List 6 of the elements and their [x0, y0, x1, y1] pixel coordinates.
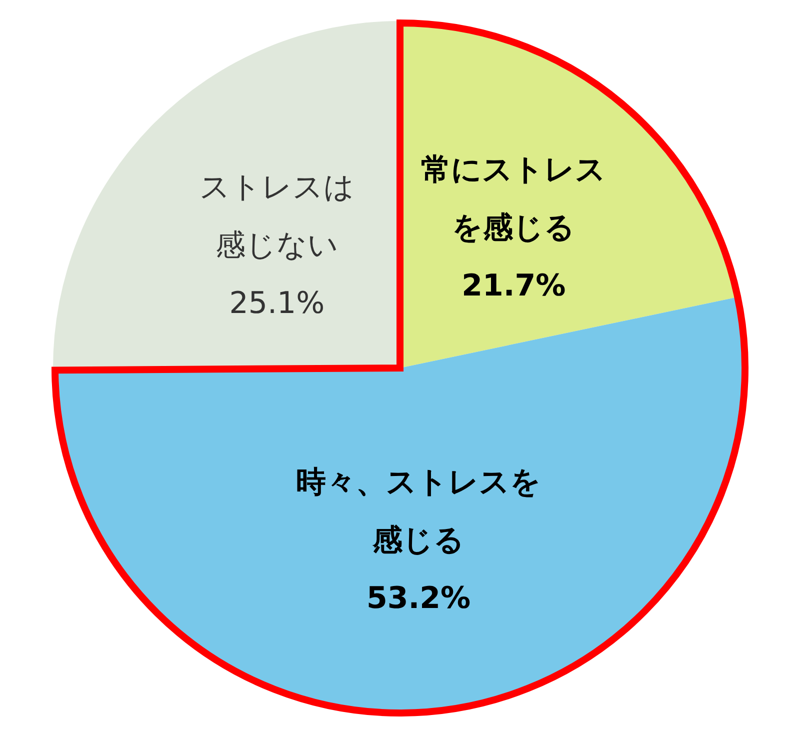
slice-label: 常にストレスを感じる: [421, 152, 606, 246]
slice-label: 時々、ストレスを感じる: [296, 465, 541, 558]
data-label: 53.2%: [366, 581, 471, 616]
data-label: 25.1%: [229, 286, 325, 322]
slice-label: ストレスは感じない: [199, 170, 354, 264]
data-label: 21.7%: [462, 268, 566, 304]
